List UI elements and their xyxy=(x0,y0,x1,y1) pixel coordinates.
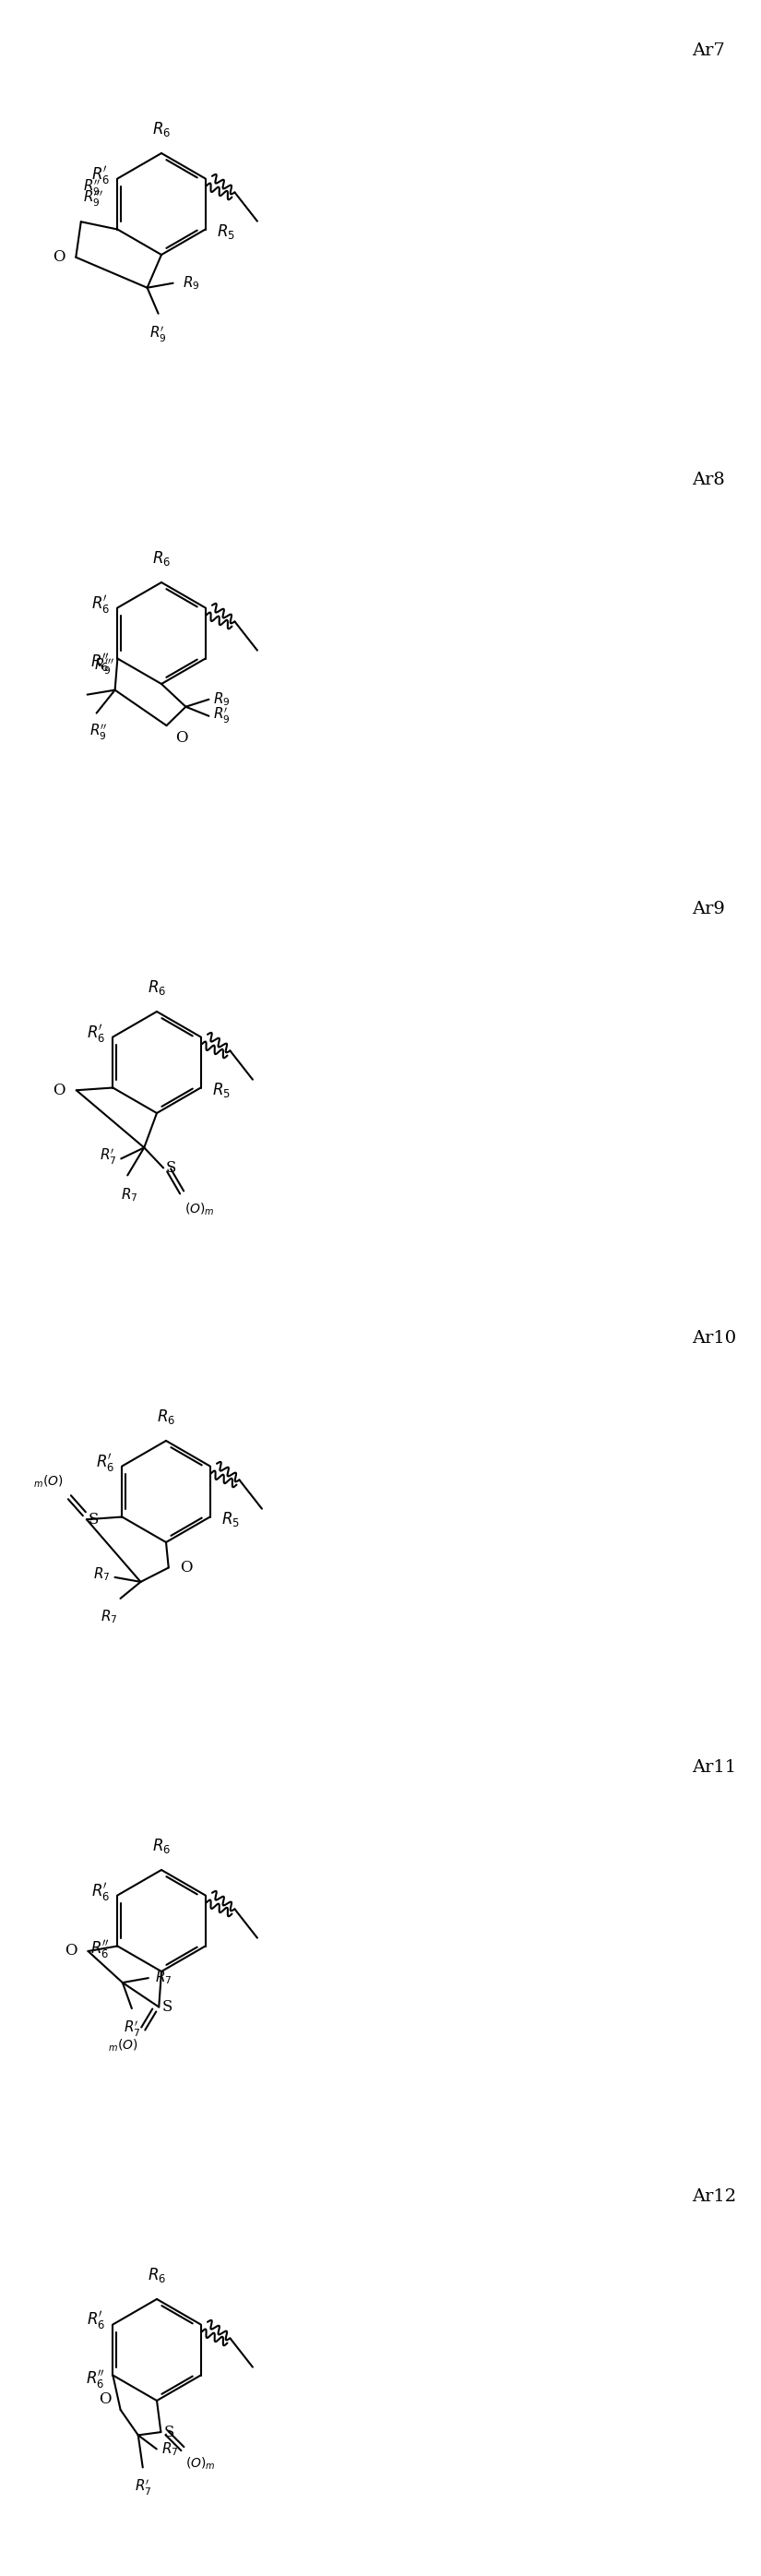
Text: $R_7$: $R_7$ xyxy=(121,1188,138,1203)
Text: $R_6'$: $R_6'$ xyxy=(96,1450,115,1473)
Text: Ar11: Ar11 xyxy=(692,1759,736,1775)
Text: O: O xyxy=(99,2391,111,2406)
Text: Ar7: Ar7 xyxy=(692,41,724,59)
Text: $R_6'$: $R_6'$ xyxy=(87,2311,106,2331)
Text: S: S xyxy=(165,1159,176,1175)
Text: $R_9$: $R_9$ xyxy=(213,690,231,708)
Text: $R_7'$: $R_7'$ xyxy=(123,2020,140,2040)
Text: $R_9'$: $R_9'$ xyxy=(213,706,231,726)
Text: $R_9$: $R_9$ xyxy=(183,276,199,291)
Text: $R_7'$: $R_7'$ xyxy=(100,1146,116,1167)
Text: $R_6'$: $R_6'$ xyxy=(87,1023,106,1043)
Text: $R_6'$: $R_6'$ xyxy=(91,1880,110,1904)
Text: $R_9'''$: $R_9'''$ xyxy=(94,657,115,675)
Text: O: O xyxy=(65,1942,77,1958)
Text: $R_6'$: $R_6'$ xyxy=(91,165,110,185)
Text: $R_6$: $R_6$ xyxy=(152,549,170,567)
Text: $R_9''$: $R_9''$ xyxy=(83,178,101,198)
Text: O: O xyxy=(180,1561,192,1577)
Text: $_m(O)$: $_m(O)$ xyxy=(33,1473,63,1489)
Text: $R_9''$: $R_9''$ xyxy=(89,721,107,742)
Text: S: S xyxy=(161,1999,172,2014)
Text: $R_7$: $R_7$ xyxy=(154,1971,172,1986)
Text: S: S xyxy=(88,1512,99,1528)
Text: Ar8: Ar8 xyxy=(692,471,724,489)
Text: $(O)_m$: $(O)_m$ xyxy=(186,2455,216,2470)
Text: $R_7$: $R_7$ xyxy=(100,1607,118,1625)
Text: $R_6''$: $R_6''$ xyxy=(91,652,110,672)
Text: $R_7$: $R_7$ xyxy=(93,1566,110,1584)
Text: $R_5$: $R_5$ xyxy=(221,1510,240,1528)
Text: $R_6$: $R_6$ xyxy=(152,1837,170,1855)
Text: $R_5$: $R_5$ xyxy=(212,1079,230,1100)
Text: O: O xyxy=(53,250,65,265)
Text: $R_6''$: $R_6''$ xyxy=(86,2367,106,2391)
Text: $R_6$: $R_6$ xyxy=(148,979,166,997)
Text: $R_6$: $R_6$ xyxy=(157,1406,175,1427)
Text: $R_6$: $R_6$ xyxy=(148,2267,166,2285)
Text: S: S xyxy=(164,2424,174,2439)
Text: O: O xyxy=(176,729,188,747)
Text: Ar12: Ar12 xyxy=(692,2190,736,2205)
Text: $R_6$: $R_6$ xyxy=(152,121,170,139)
Text: $R_7'$: $R_7'$ xyxy=(134,2478,151,2499)
Text: $R_7$: $R_7$ xyxy=(161,2439,178,2458)
Text: $R_9'''$: $R_9'''$ xyxy=(83,191,103,209)
Text: $_m(O)$: $_m(O)$ xyxy=(107,2038,138,2053)
Text: $(O)_m$: $(O)_m$ xyxy=(185,1200,215,1218)
Text: Ar10: Ar10 xyxy=(692,1329,736,1347)
Text: $R_6'$: $R_6'$ xyxy=(91,592,110,616)
Text: Ar9: Ar9 xyxy=(692,902,725,917)
Text: O: O xyxy=(53,1082,65,1097)
Text: $R_5$: $R_5$ xyxy=(216,222,235,240)
Text: $R_6''$: $R_6''$ xyxy=(91,1940,110,1960)
Text: $R_9'$: $R_9'$ xyxy=(150,325,167,345)
